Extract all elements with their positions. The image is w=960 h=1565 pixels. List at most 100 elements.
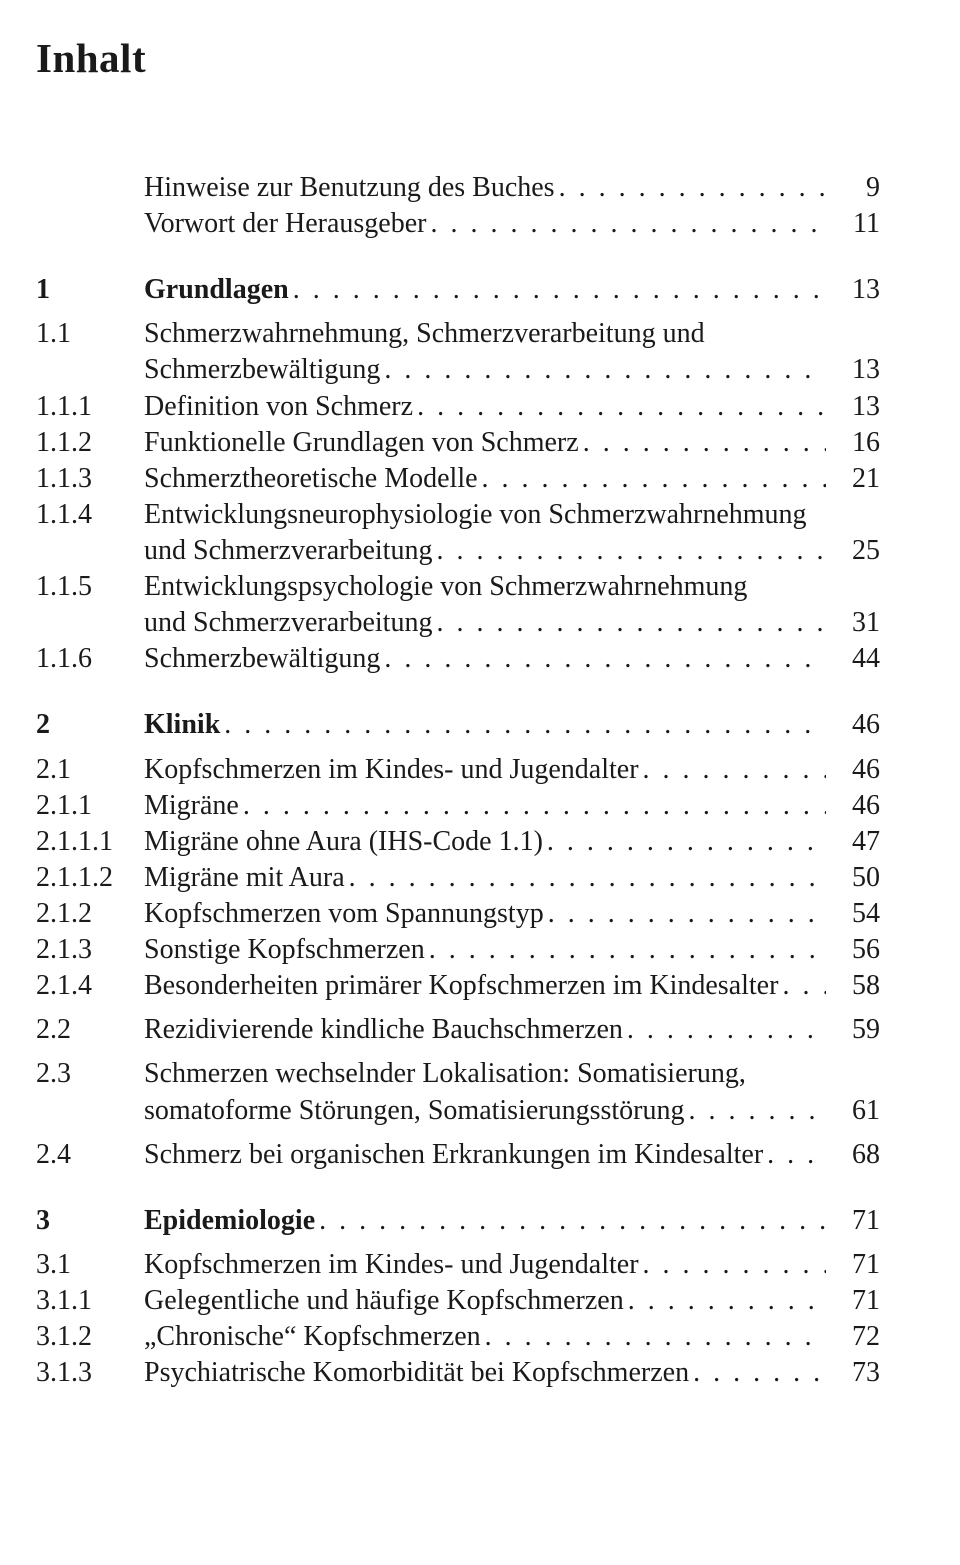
toc-entry-label: Grundlagen: [144, 272, 289, 308]
toc-entry: 2.1.3Sonstige Kopfschmerzen. . . . . . .…: [36, 932, 880, 968]
toc-entry-number: 2.1.2: [36, 896, 144, 932]
toc-entry-label: Besonderheiten primärer Kopfschmerzen im…: [144, 968, 778, 1004]
toc-entry: 1.1.1Definition von Schmerz. . . . . . .…: [36, 389, 880, 425]
toc-entry-continuation: Schmerzbewältigung. . . . . . . . . . . …: [36, 352, 880, 388]
toc-entry-number: 2.1: [36, 752, 144, 788]
toc-leader: . . . . . . . . . . . . . . . . . . . . …: [689, 1355, 826, 1391]
toc-entry-page: 46: [826, 788, 880, 824]
toc-entry-page: 46: [826, 752, 880, 788]
toc-entry-number: 2.1.3: [36, 932, 144, 968]
toc-entry-label: somatoforme Störungen, Somatisierungsstö…: [144, 1093, 685, 1129]
toc-entry-number: 2.4: [36, 1137, 144, 1173]
toc-entry-page: 11: [826, 206, 880, 242]
toc-entry-label: Entwicklungspsychologie von Schmerzwahrn…: [144, 569, 747, 605]
toc-leader: . . . . . . . . . . . . . . . . . . . . …: [380, 352, 826, 388]
toc-leader: . . . . . . . . . . . . . . . . . . . . …: [624, 1283, 826, 1319]
toc-entry-number: 2: [36, 707, 144, 743]
toc-entry-page: 73: [826, 1355, 880, 1391]
toc-entry-label: Funktionelle Grundlagen von Schmerz: [144, 425, 579, 461]
toc-entry: 2.4Schmerz bei organischen Erkrankungen …: [36, 1137, 880, 1173]
toc-entry-label: Rezidivierende kindliche Bauchschmerzen: [144, 1012, 623, 1048]
toc-entry-label: Schmerzbewältigung: [144, 641, 380, 677]
toc-entry-label: Psychiatrische Komorbidität bei Kopfschm…: [144, 1355, 689, 1391]
toc-entry-number: 1.1.4: [36, 497, 144, 533]
toc-entry-label: Sonstige Kopfschmerzen: [144, 932, 425, 968]
toc-entry: Hinweise zur Benutzung des Buches. . . .…: [36, 170, 880, 206]
toc-leader: . . . . . . . . . . . . . . . . . . . . …: [639, 1247, 826, 1283]
toc-entry: 3.1.1Gelegentliche und häufige Kopfschme…: [36, 1283, 880, 1319]
toc-entry-number: 2.1.1: [36, 788, 144, 824]
toc-entry-page: 13: [826, 352, 880, 388]
toc-leader: . . . . . . . . . . . . . . . . . . . . …: [380, 641, 826, 677]
toc-leader: . . . . . . . . . . . . . . . . . . . . …: [432, 605, 826, 641]
toc-entry: 3Epidemiologie. . . . . . . . . . . . . …: [36, 1203, 880, 1239]
toc-entry-page: 72: [826, 1319, 880, 1355]
toc-entry-page: 44: [826, 641, 880, 677]
toc-leader: . . . . . . . . . . . . . . . . . . . . …: [543, 824, 826, 860]
toc-entry-label: Schmerztheoretische Modelle: [144, 461, 478, 497]
toc-entry: 2Klinik. . . . . . . . . . . . . . . . .…: [36, 707, 880, 743]
toc-entry-label: Entwicklungsneurophysiologie von Schmerz…: [144, 497, 807, 533]
toc-entry-page: 31: [826, 605, 880, 641]
toc-entry-continuation: und Schmerzverarbeitung. . . . . . . . .…: [36, 533, 880, 569]
toc-leader: . . . . . . . . . . . . . . . . . . . . …: [481, 1319, 826, 1355]
toc-entry-number: 3.1.1: [36, 1283, 144, 1319]
toc-leader: . . . . . . . . . . . . . . . . . . . . …: [220, 707, 826, 743]
toc-entry: 1.1.3Schmerztheoretische Modelle. . . . …: [36, 461, 880, 497]
toc-entry-page: 61: [826, 1093, 880, 1129]
toc-entry-number: 2.1.1.1: [36, 824, 144, 860]
toc-entry-label: Epidemiologie: [144, 1203, 315, 1239]
toc-entry-number: 2.2: [36, 1012, 144, 1048]
toc-entry-number: 2.1.4: [36, 968, 144, 1004]
toc-entry-page: 71: [826, 1283, 880, 1319]
toc-entry: Vorwort der Herausgeber. . . . . . . . .…: [36, 206, 880, 242]
toc-entry: 2.1.4Besonderheiten primärer Kopfschmerz…: [36, 968, 880, 1004]
toc-entry-page: 13: [826, 272, 880, 308]
toc-entry-label: Gelegentliche und häufige Kopfschmerzen: [144, 1283, 624, 1319]
toc-entry: 2.1Kopfschmerzen im Kindes- und Jugendal…: [36, 752, 880, 788]
toc-entry-label: Vorwort der Herausgeber: [144, 206, 427, 242]
toc-entry-number: 3.1.2: [36, 1319, 144, 1355]
toc-entry-number: 1: [36, 272, 144, 308]
toc-entry-number: 2.3: [36, 1056, 144, 1092]
toc-entry: 1.1.6Schmerzbewältigung. . . . . . . . .…: [36, 641, 880, 677]
toc-entry-number: 1.1.2: [36, 425, 144, 461]
toc-entry-page: 47: [826, 824, 880, 860]
toc-leader: . . . . . . . . . . . . . . . . . . . . …: [239, 788, 826, 824]
toc-leader: . . . . . . . . . . . . . . . . . . . . …: [579, 425, 826, 461]
toc-entry-label: Schmerzen wechselnder Lokalisation: Soma…: [144, 1056, 746, 1092]
toc-entry-continuation: somatoforme Störungen, Somatisierungsstö…: [36, 1093, 880, 1129]
toc-leader: . . . . . . . . . . . . . . . . . . . . …: [623, 1012, 826, 1048]
toc-entry-page: 71: [826, 1247, 880, 1283]
toc-entry-label: Migräne mit Aura: [144, 860, 345, 896]
toc-entry-number: 1.1.1: [36, 389, 144, 425]
toc-entry-label: Definition von Schmerz: [144, 389, 413, 425]
toc-entry-label: Hinweise zur Benutzung des Buches: [144, 170, 555, 206]
toc-entry-label: Kopfschmerzen im Kindes- und Jugendalter: [144, 752, 639, 788]
toc-entry-page: 58: [826, 968, 880, 1004]
toc-entry-page: 68: [826, 1137, 880, 1173]
toc-entry-label: „Chronische“ Kopfschmerzen: [144, 1319, 481, 1355]
toc-leader: . . . . . . . . . . . . . . . . . . . . …: [778, 968, 826, 1004]
toc-entry-label: Schmerzbewältigung: [144, 352, 380, 388]
toc-entry-number: 1.1.6: [36, 641, 144, 677]
toc-entry: 3.1.3Psychiatrische Komorbidität bei Kop…: [36, 1355, 880, 1391]
toc-entry: 1.1.4Entwicklungsneurophysiologie von Sc…: [36, 497, 880, 533]
toc-entry-label: Kopfschmerzen im Kindes- und Jugendalter: [144, 1247, 639, 1283]
toc-leader: . . . . . . . . . . . . . . . . . . . . …: [289, 272, 826, 308]
toc-entry: 1Grundlagen. . . . . . . . . . . . . . .…: [36, 272, 880, 308]
toc-title: Inhalt: [36, 34, 880, 82]
toc-entry-page: 9: [826, 170, 880, 206]
toc-leader: . . . . . . . . . . . . . . . . . . . . …: [555, 170, 826, 206]
toc-entry: 2.1.2Kopfschmerzen vom Spannungstyp. . .…: [36, 896, 880, 932]
toc-entry: 1.1.2Funktionelle Grundlagen von Schmerz…: [36, 425, 880, 461]
toc-leader: . . . . . . . . . . . . . . . . . . . . …: [315, 1203, 826, 1239]
toc-entry: 3.1Kopfschmerzen im Kindes- und Jugendal…: [36, 1247, 880, 1283]
toc-entry-continuation: und Schmerzverarbeitung. . . . . . . . .…: [36, 605, 880, 641]
toc-entry-label: Schmerz bei organischen Erkrankungen im …: [144, 1137, 763, 1173]
toc-entry-label: Migräne ohne Aura (IHS-Code 1.1): [144, 824, 543, 860]
toc-entry-page: 46: [826, 707, 880, 743]
toc-entry-page: 21: [826, 461, 880, 497]
toc-entry: 2.1.1.1Migräne ohne Aura (IHS-Code 1.1).…: [36, 824, 880, 860]
toc-leader: . . . . . . . . . . . . . . . . . . . . …: [639, 752, 826, 788]
